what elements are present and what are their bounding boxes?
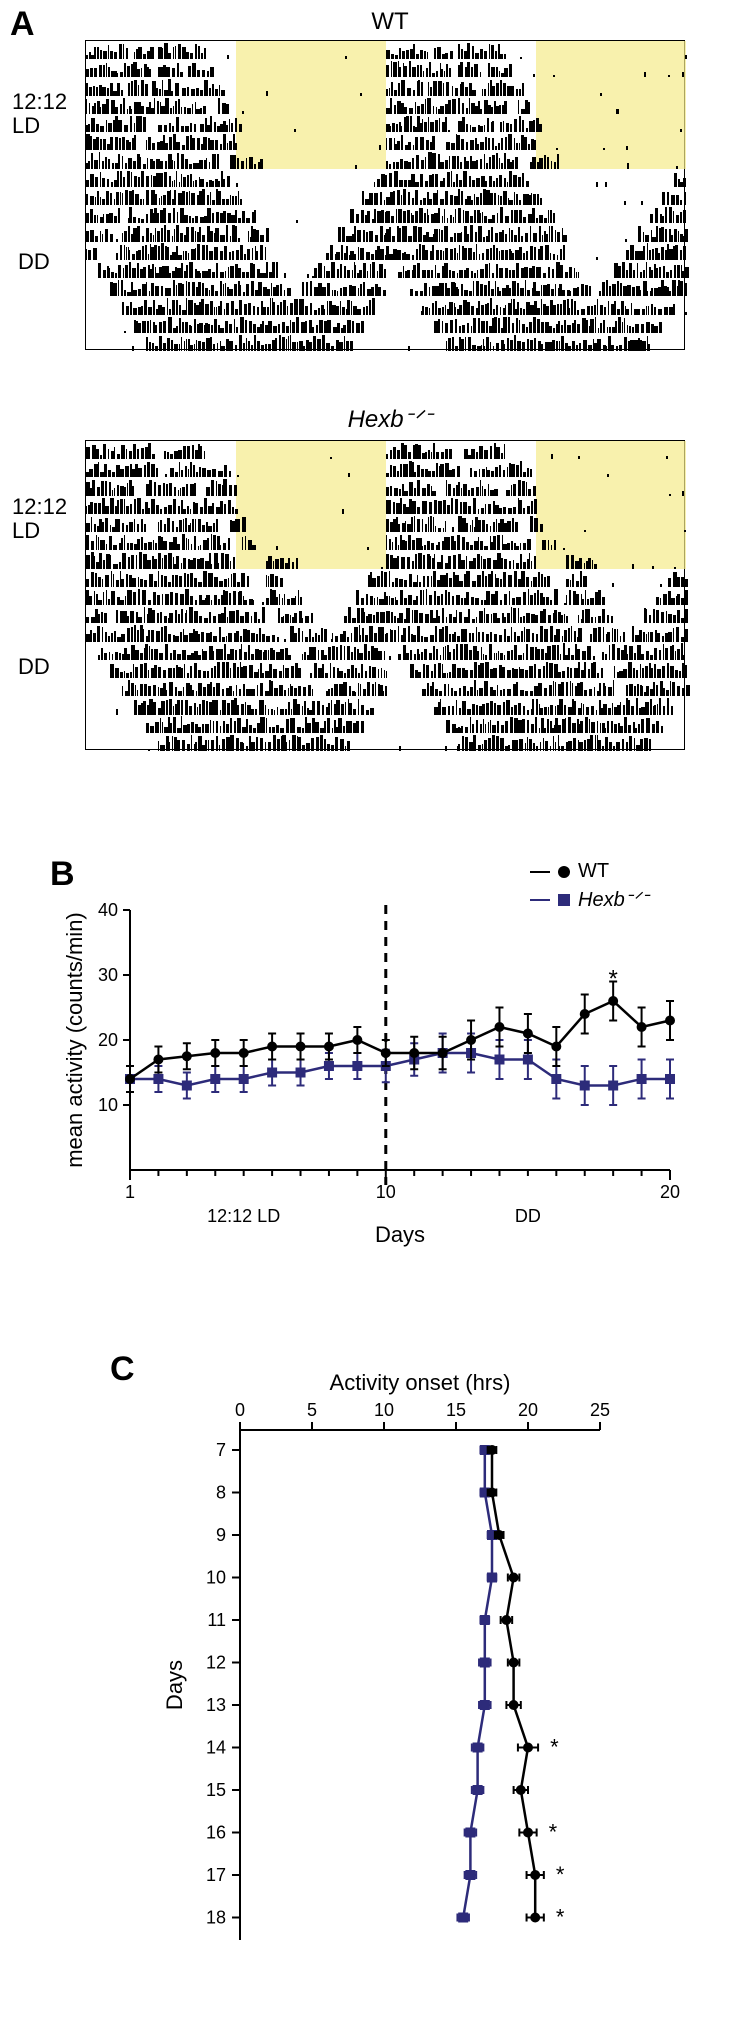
svg-text:Activity onset (hrs): Activity onset (hrs) [330, 1370, 511, 1395]
svg-text:20: 20 [660, 1182, 680, 1202]
svg-text:20: 20 [518, 1400, 538, 1420]
panel-a-wt-title: WT [330, 8, 450, 36]
actogram-wt [85, 40, 685, 350]
chart-c-svg: 0 5 10 15 20 25 Activity onset (hrs) 7 8 9 10 11 12 1… [150, 1360, 650, 1980]
legend-wt-label: WT [578, 860, 609, 883]
svg-text:25: 25 [590, 1400, 610, 1420]
actogram-hexb [85, 440, 685, 750]
panel-a-wt-ld-label: 12:12LD [12, 90, 67, 138]
svg-text:0: 0 [235, 1400, 245, 1420]
svg-text:Days: Days [162, 1660, 187, 1710]
panel-a-label: A [10, 5, 35, 44]
svg-text:*: * [556, 1862, 565, 1887]
svg-text:1: 1 [125, 1182, 135, 1202]
svg-text:7: 7 [216, 1440, 226, 1460]
svg-text:10: 10 [98, 1095, 118, 1115]
legend-wt-marker [558, 866, 570, 878]
svg-text:13: 13 [206, 1695, 226, 1715]
svg-text:30: 30 [98, 965, 118, 985]
svg-text:5: 5 [307, 1400, 317, 1420]
panel-a-hexb-ld-label: 12:12LD [12, 495, 67, 543]
panel-c-label: C [110, 1350, 135, 1389]
svg-text:16: 16 [206, 1823, 226, 1843]
svg-text:15: 15 [206, 1780, 226, 1800]
svg-text:15: 15 [446, 1400, 466, 1420]
svg-text:10: 10 [374, 1400, 394, 1420]
svg-text:Days: Days [375, 1222, 425, 1247]
svg-text:10: 10 [206, 1568, 226, 1588]
svg-text:17: 17 [206, 1865, 226, 1885]
svg-text:12:12 LD: 12:12 LD [207, 1206, 280, 1226]
svg-text:mean activity (counts/min): mean activity (counts/min) [62, 912, 87, 1168]
svg-text:14: 14 [206, 1738, 226, 1758]
svg-text:20: 20 [98, 1030, 118, 1050]
legend-wt: WT [530, 860, 649, 883]
svg-text:12: 12 [206, 1653, 226, 1673]
svg-text:*: * [549, 1820, 558, 1845]
panel-b-label: B [50, 855, 75, 894]
svg-text:11: 11 [207, 1610, 226, 1630]
svg-text:*: * [608, 966, 617, 993]
figure-root: A WT 12:12LD DD Hexbᐨᐟᐨ 12:12LD DD B WT … [0, 0, 748, 2037]
svg-text:8: 8 [216, 1483, 226, 1503]
svg-text:9: 9 [216, 1525, 226, 1545]
chart-b-svg: 1020304011020mean activity (counts/min)D… [60, 890, 710, 1270]
legend-wt-line [530, 871, 550, 873]
panel-a-wt-dd-label: DD [18, 250, 50, 274]
panel-a-hexb-dd-label: DD [18, 655, 50, 679]
svg-text:DD: DD [515, 1206, 541, 1226]
svg-text:18: 18 [206, 1908, 226, 1928]
panel-a-hexb-title: Hexbᐨᐟᐨ [310, 405, 470, 434]
svg-text:40: 40 [98, 900, 118, 920]
svg-text:*: * [550, 1735, 559, 1760]
svg-text:*: * [556, 1905, 565, 1930]
